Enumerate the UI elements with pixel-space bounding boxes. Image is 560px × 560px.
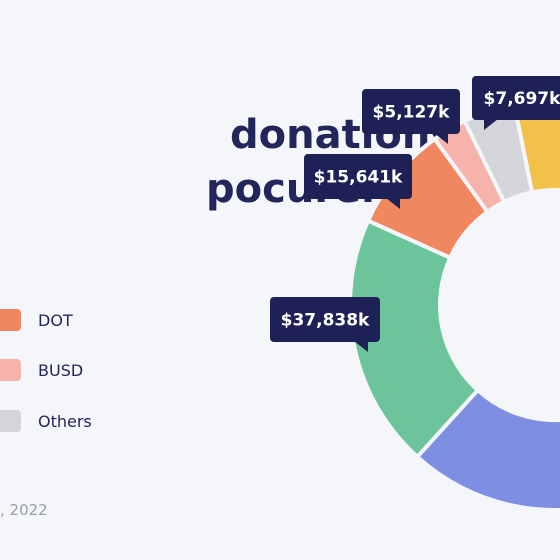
legend-label: BUSD <box>38 361 83 380</box>
callout: $5,127k <box>362 89 460 144</box>
callout-tail <box>484 119 498 130</box>
legend-swatch <box>0 309 21 331</box>
callout: $37,838k <box>270 297 380 352</box>
callout: $15,641k <box>304 154 412 209</box>
callout-box <box>472 76 560 120</box>
donut-segment <box>348 218 481 460</box>
callout-tail <box>434 133 448 144</box>
legend-swatch <box>0 410 21 432</box>
footnote: , 2022 <box>0 501 48 519</box>
callout-box <box>270 297 380 342</box>
callout-box <box>304 154 412 199</box>
callout-label: $15,641k <box>314 168 403 188</box>
callout-label: $7,697k <box>484 89 560 109</box>
callout-tail <box>354 341 368 352</box>
callout-label: $5,127k <box>373 103 451 123</box>
callout-box <box>362 89 460 134</box>
legend-label: Others <box>38 412 92 431</box>
legend-label: DOT <box>38 311 73 330</box>
callout: $7,697k <box>472 76 560 130</box>
legend-swatch <box>0 359 21 381</box>
donut-segment <box>511 98 560 195</box>
callout-label: $37,838k <box>281 311 370 331</box>
callout-tail <box>386 198 400 209</box>
